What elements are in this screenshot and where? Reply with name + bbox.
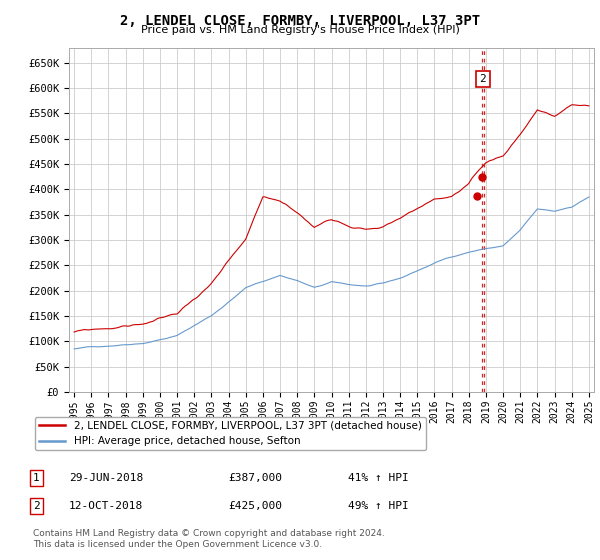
Text: 41% ↑ HPI: 41% ↑ HPI [348,473,409,483]
Text: £425,000: £425,000 [228,501,282,511]
Legend: 2, LENDEL CLOSE, FORMBY, LIVERPOOL, L37 3PT (detached house), HPI: Average price: 2, LENDEL CLOSE, FORMBY, LIVERPOOL, L37 … [35,417,426,450]
Text: Price paid vs. HM Land Registry's House Price Index (HPI): Price paid vs. HM Land Registry's House … [140,25,460,35]
Text: 2, LENDEL CLOSE, FORMBY, LIVERPOOL, L37 3PT: 2, LENDEL CLOSE, FORMBY, LIVERPOOL, L37 … [120,14,480,28]
Text: £387,000: £387,000 [228,473,282,483]
Text: Contains HM Land Registry data © Crown copyright and database right 2024.
This d: Contains HM Land Registry data © Crown c… [33,529,385,549]
Text: 29-JUN-2018: 29-JUN-2018 [69,473,143,483]
Text: 2: 2 [33,501,40,511]
Text: 1: 1 [33,473,40,483]
Text: 12-OCT-2018: 12-OCT-2018 [69,501,143,511]
Text: 2: 2 [479,74,487,84]
Text: 49% ↑ HPI: 49% ↑ HPI [348,501,409,511]
